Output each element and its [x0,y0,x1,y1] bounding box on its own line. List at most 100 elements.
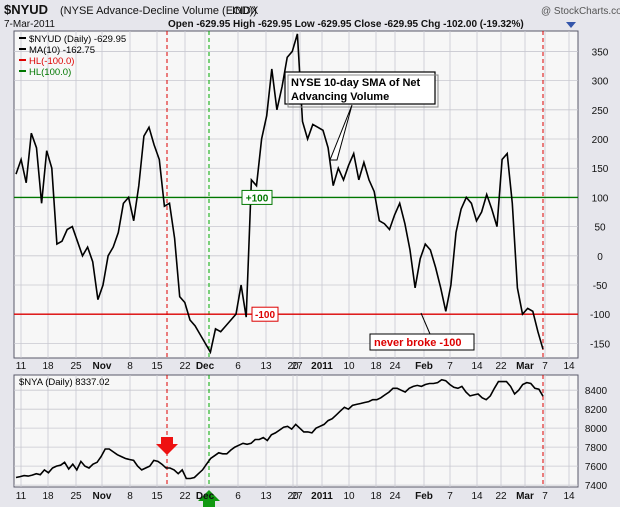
x-tick-label: 18 [370,491,382,502]
x-tick-label: 11 [16,491,27,502]
x-tick-label: Nov [93,361,112,372]
ohlc-label: Open -629.95 High -629.95 Low -629.95 Cl… [168,19,524,30]
hline-label-box [241,189,273,205]
x-tick-label: 20 [287,361,299,372]
x-tick-label: 18 [370,361,382,372]
horizontal-line-labels: +100 -100 [241,189,279,322]
upper-y-tick-label: 0 [597,252,603,263]
x-tick-label: 2011 [311,491,333,502]
lower-y-tick-label: 7400 [585,481,608,492]
never-broke-label: never broke -100 [374,337,461,349]
nya-series-line [15,378,544,480]
legend-entry: HL(100.0) [29,67,71,78]
legend-entry: $NYUD (Daily) -629.95 [29,34,126,45]
lower-y-tick-label: 7600 [585,462,608,473]
legend-swatch [19,48,26,50]
credit-label: @ StockCharts.com [541,6,620,17]
x-tick-label: 14 [471,361,483,372]
x-tick-label: 25 [70,361,82,372]
x-tick-label: 6 [235,361,241,372]
x-tick-label: 24 [389,491,401,502]
sma-annotation-line2: Advancing Volume [291,91,389,103]
x-tick-label: 2011 [311,361,333,372]
x-tick-label: 7 [542,491,548,502]
x-tick-label: 15 [151,491,163,502]
upper-y-tick-label: 300 [592,77,609,88]
upper-y-tick-label: 350 [592,47,609,58]
hline-label-plus100: +100 [246,193,269,204]
hline-label-box [251,306,279,322]
hline-label-minus100: -100 [255,310,275,321]
upper-horizontal-lines [14,196,578,315]
upper-y-tick-label: -100 [590,310,610,321]
x-tick-label: Dec [196,361,215,372]
sma-annotation-line1: NYSE 10-day SMA of Net [291,77,421,89]
legend-swatch [19,37,26,39]
upper-y-tick-labels: -150 -100 -50 0 50 100 150 200 250 300 350 [590,47,610,350]
x-tick-label: 22 [179,491,191,502]
lower-markers [156,437,220,507]
x-tick-label: 18 [42,491,54,502]
x-tick-label: Nov [93,491,112,502]
lower-y-tick-label: 8000 [585,424,608,435]
upper-y-tick-label: 50 [594,223,606,234]
x-tick-label: 27 [291,491,303,502]
x-tick-label: 7 [447,361,453,372]
upper-event-lines [166,31,544,358]
x-tick-label: 25 [70,491,82,502]
sma-annotation: NYSE 10-day SMA of Net Advancing Volume [284,71,439,161]
x-tick-label: 20 [287,491,299,502]
legend-swatch [19,59,26,61]
lower-y-tick-label: 8400 [585,386,608,397]
upper-panel: -150 -100 -50 0 50 100 150 200 250 300 350 $NYUD (… [13,30,610,359]
date-label: 7-Mar-2011 [4,19,55,30]
x-tick-label: Dec [196,491,215,502]
chevron-down-icon[interactable] [566,22,576,28]
x-tick-label: 8 [127,491,133,502]
x-tick-label: 22 [495,491,507,502]
x-tick-label: 10 [343,491,355,502]
never-broke-box [369,333,475,351]
x-tick-label: Mar [516,361,534,372]
lower-legend: $NYA (Daily) 8337.02 [19,377,110,388]
lower-gridlines [14,375,578,487]
upper-y-tick-label: 150 [592,164,609,175]
legend-entry: HL(-100.0) [29,56,74,67]
x-tick-label: 22 [495,361,507,372]
sma-annotation-box [284,71,436,105]
lower-y-tick-label: 8200 [585,405,608,416]
lower-y-tick-label: 7800 [585,443,608,454]
upper-y-tick-label: 200 [592,135,609,146]
x-tick-label: 14 [563,361,575,372]
x-tick-label: 24 [389,361,401,372]
x-tick-label: 7 [447,491,453,502]
never-broke-pointer [420,312,431,335]
lower-y-tick-labels: 7400 7600 7800 8000 8200 8400 [585,386,608,492]
exchange-label: INDX [232,5,259,17]
sma-annotation-pointer [329,104,353,161]
symbol-description: (NYSE Advance-Decline Volume (EOD)) [60,5,257,17]
legend-swatch [19,70,26,72]
upper-y-tick-label: -150 [590,339,610,350]
lower-panel: 7400 7600 7800 8000 8200 8400 $NYA (Daily) 83… [13,374,608,507]
x-tick-label: 18 [42,361,54,372]
sma-annotation-shadow [287,74,439,108]
legend-entry: MA(10) -162.75 [29,45,95,56]
lower-plot-area [13,374,579,488]
down-arrow-icon [156,437,178,455]
x-tick-label: 8 [127,361,133,372]
x-tick-label: 22 [179,361,191,372]
x-tick-label: 15 [151,361,163,372]
x-tick-label: 27 [291,361,303,372]
x-tick-label: Mar [516,491,534,502]
upper-y-tick-label: 250 [592,106,609,117]
x-tick-label: Feb [415,361,433,372]
x-tick-label: 14 [471,491,483,502]
ma10-series-line [15,33,544,355]
up-arrow-icon [198,490,220,507]
never-broke-annotation: never broke -100 [369,312,475,351]
